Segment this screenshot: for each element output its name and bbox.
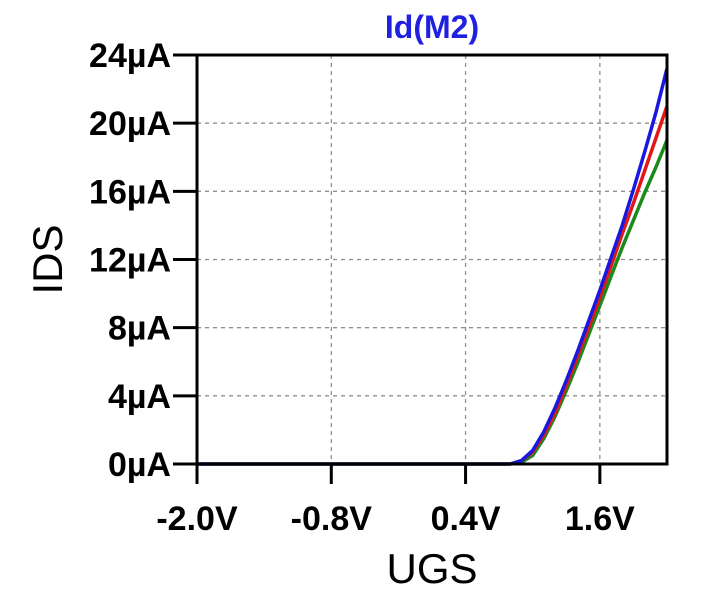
chart-title: Id(M2) — [385, 9, 479, 45]
grid — [197, 55, 667, 464]
y-tick-label: 4µA — [108, 378, 171, 416]
x-tick-label: 1.6V — [565, 500, 635, 538]
series-group — [197, 68, 669, 466]
series-line-1 — [197, 105, 669, 466]
y-tick-label: 0µA — [108, 446, 171, 484]
series-line-2 — [197, 68, 669, 466]
x-tick-label: -2.0V — [156, 500, 238, 538]
y-tick-label: 8µA — [108, 310, 171, 348]
ticks: 0µA 4µA 8µA 12µA 16µA 20µA 24µA -2.0V -0.8V 0.4V 1… — [89, 37, 635, 538]
y-axis-title: IDS — [24, 224, 71, 294]
y-tick-label: 24µA — [89, 37, 171, 75]
y-tick-label: 16µA — [89, 173, 171, 211]
y-tick-label: 12µA — [89, 242, 171, 280]
y-tick-label: 20µA — [89, 105, 171, 143]
series-line-0 — [197, 139, 669, 466]
x-tick-label: 0.4V — [431, 500, 501, 538]
x-axis-title: UGS — [386, 545, 477, 592]
x-tick-label: -0.8V — [291, 500, 373, 538]
